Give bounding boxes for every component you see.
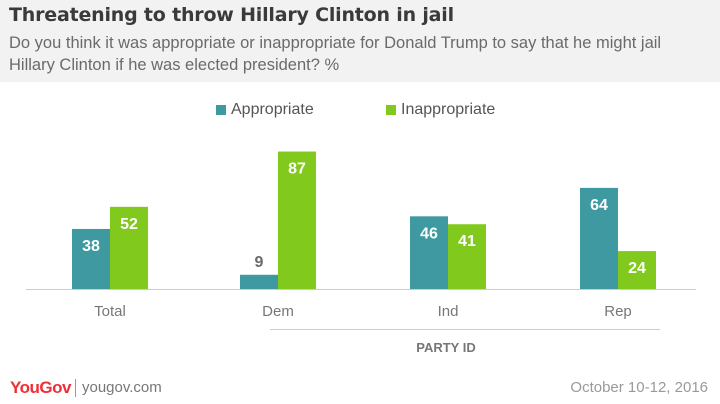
x-tick-label-dem: Dem — [262, 303, 294, 320]
bar-inappropriate-dem — [278, 151, 316, 289]
data-label-appropriate-ind: 46 — [420, 225, 438, 242]
group-label-party-id: PARTY ID — [416, 340, 475, 355]
data-label-appropriate-total: 38 — [82, 238, 100, 255]
footer-divider — [75, 379, 76, 397]
legend-item-inappropriate: Inappropriate — [386, 101, 495, 119]
chart-title: Threatening to throw Hillary Clinton in … — [9, 4, 454, 26]
bar-appropriate-ind — [410, 216, 448, 289]
data-label-inappropriate-total: 52 — [120, 216, 138, 233]
yougov-logo: YouGov — [10, 378, 71, 397]
legend-label-appropriate: Appropriate — [231, 101, 314, 118]
bar-inappropriate-rep — [618, 251, 656, 289]
bar-appropriate-rep — [580, 187, 618, 289]
data-label-appropriate-dem: 9 — [255, 254, 264, 271]
data-label-inappropriate-dem: 87 — [288, 161, 306, 178]
bar-appropriate-dem — [240, 274, 278, 289]
legend-item-appropriate: Appropriate — [216, 101, 314, 119]
bar-inappropriate-total — [110, 206, 148, 289]
x-tick-label-ind: Ind — [438, 303, 459, 320]
legend-swatch-inappropriate — [386, 105, 396, 115]
legend: Appropriate Inappropriate — [0, 101, 720, 123]
x-tick-label-rep: Rep — [604, 303, 632, 320]
data-label-inappropriate-ind: 41 — [458, 233, 476, 250]
data-label-inappropriate-rep: 24 — [628, 260, 646, 277]
footer-date: October 10-12, 2016 — [570, 379, 708, 396]
data-label-appropriate-rep: 64 — [590, 197, 608, 214]
x-tick-label-total: Total — [94, 303, 126, 320]
footer-site[interactable]: yougov.com — [82, 379, 162, 396]
bar-inappropriate-ind — [448, 224, 486, 289]
legend-swatch-appropriate — [216, 105, 226, 115]
chart-subtitle: Do you think it was appropriate or inapp… — [9, 34, 662, 74]
bar-appropriate-total — [72, 228, 110, 289]
header-band: Threatening to throw Hillary Clinton in … — [0, 0, 720, 82]
legend-label-inappropriate: Inappropriate — [401, 101, 496, 118]
